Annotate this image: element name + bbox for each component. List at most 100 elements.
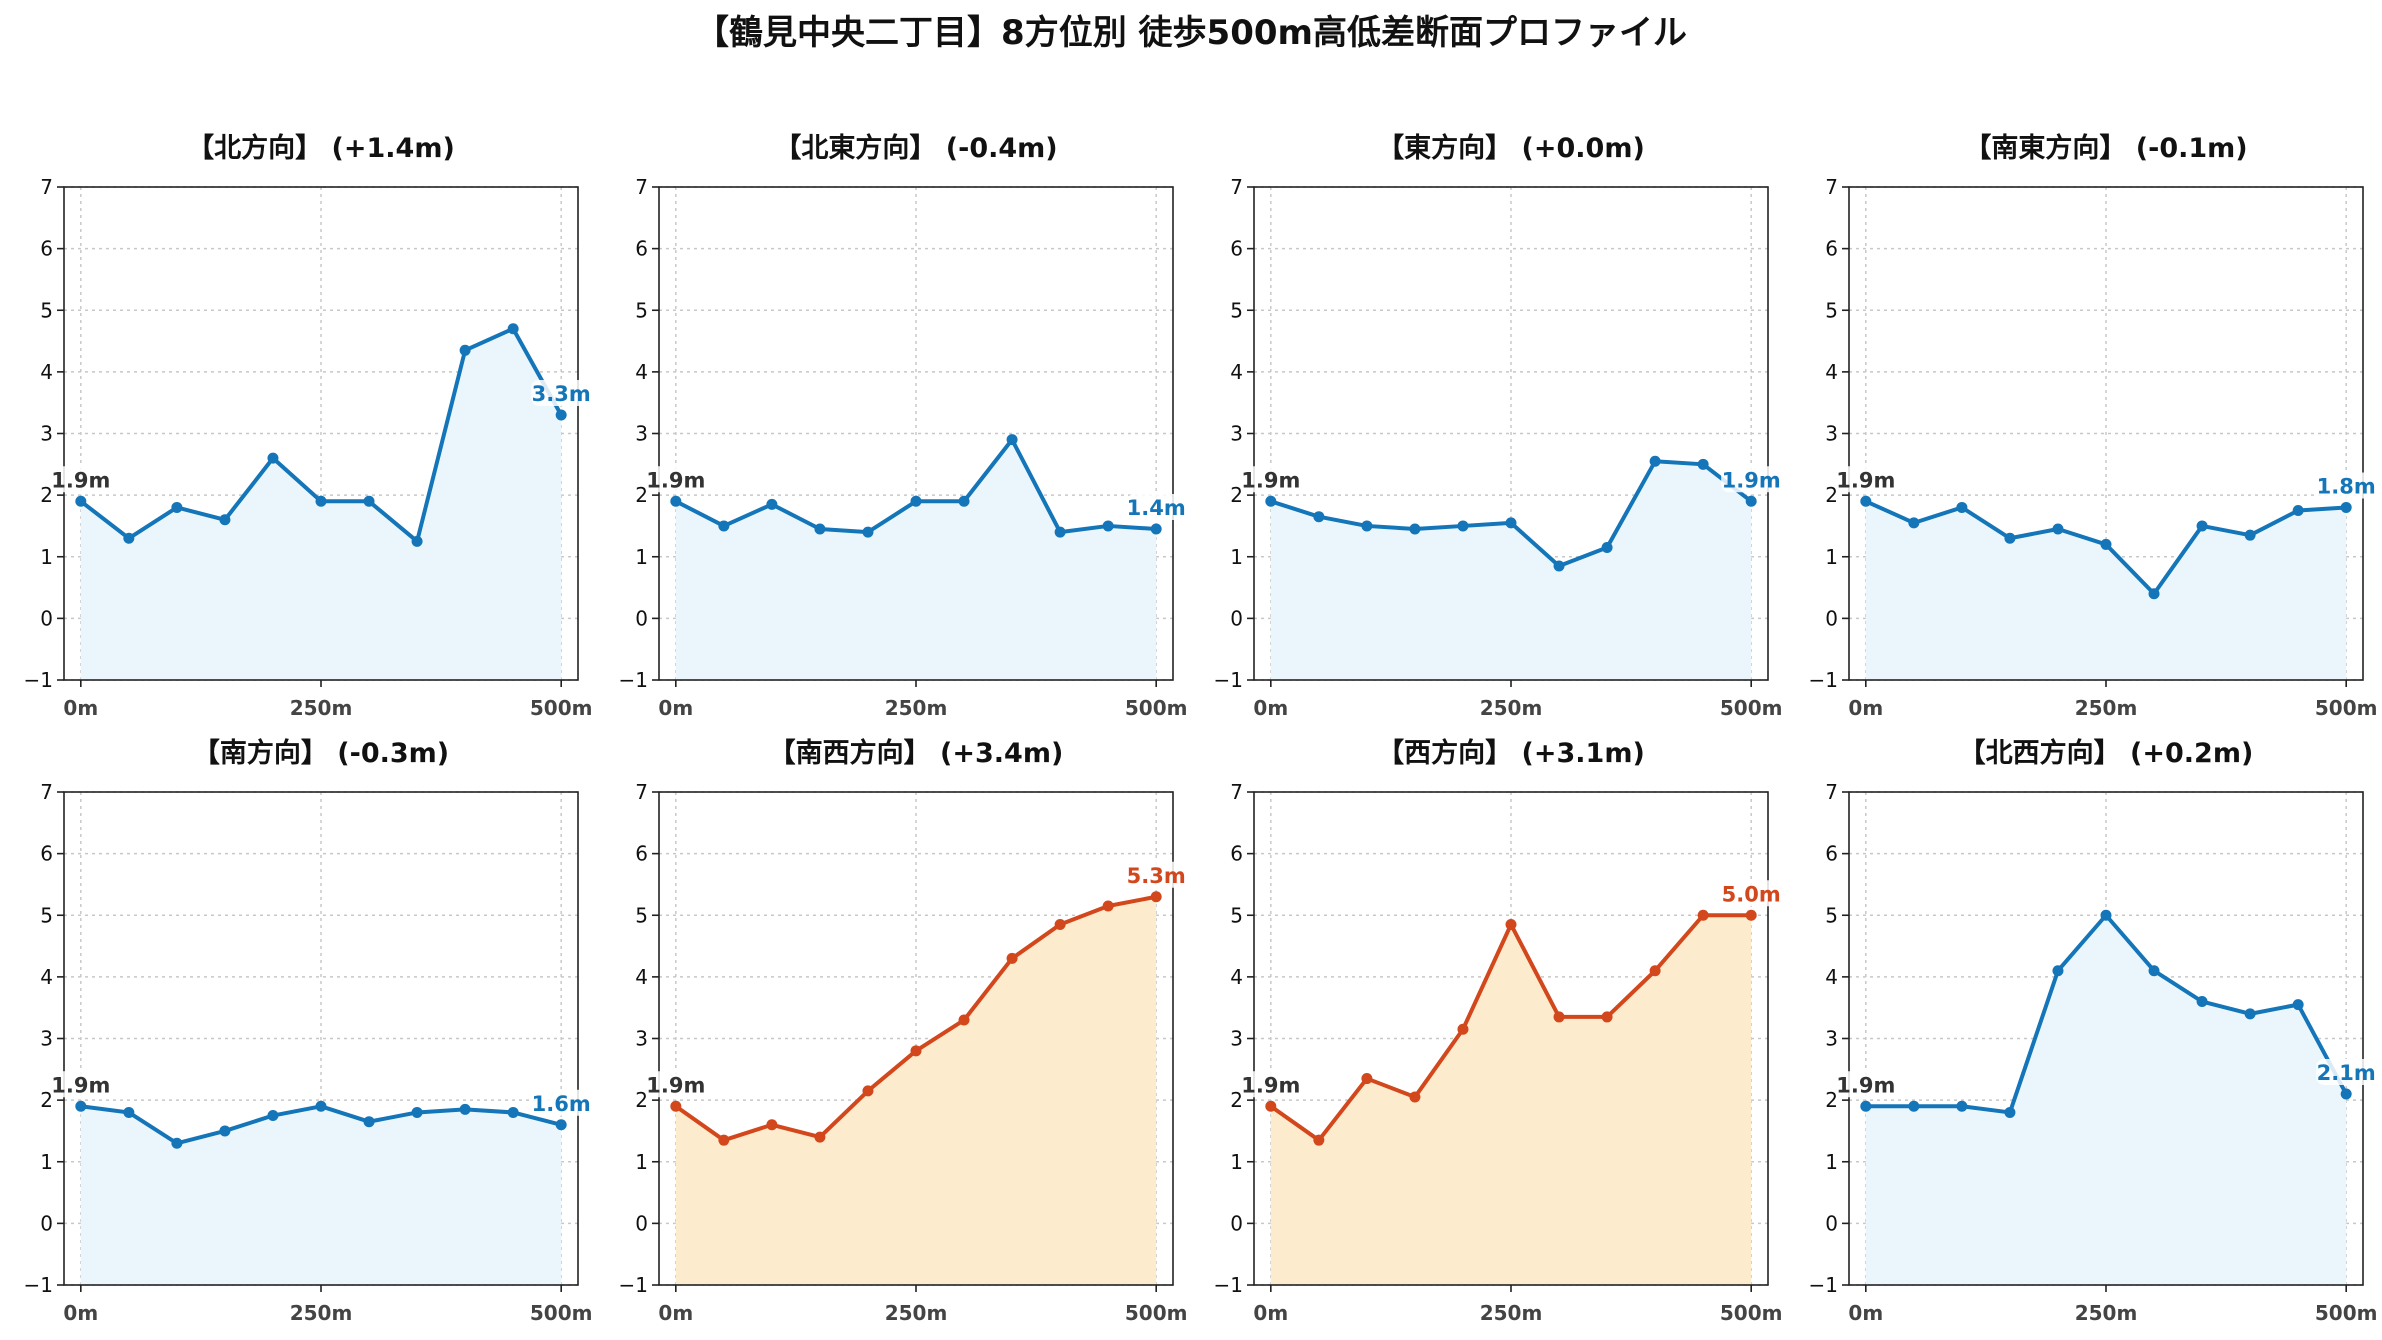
profile-point [814,1131,826,1143]
y-tick-label: 6 [635,237,648,261]
profile-point [1006,434,1018,446]
profile-point [670,495,682,507]
y-tick-label: 5 [40,903,53,927]
x-tick-label: 0m [1848,696,1883,720]
profile-point [507,1106,519,1118]
y-tick-label: 1 [40,1150,53,1174]
profile-point [2100,538,2112,550]
profile-fill-area [1865,915,2347,1285]
y-tick-label: 2 [1825,1088,1838,1112]
y-tick-label: 4 [635,965,648,989]
y-tick-label: 0 [40,1211,53,1235]
end-elevation-label-bg [531,1089,592,1116]
profile-point [1313,511,1325,523]
y-tick-label: 1 [635,545,648,569]
y-tick-label: 2 [635,1088,648,1112]
x-tick-label: 250m [1480,696,1543,720]
y-tick-label: −1 [1214,668,1243,692]
start-elevation-label: 1.9m [646,1073,705,1097]
x-tick-label: 500m [1720,1301,1783,1325]
end-elevation-label: 1.8m [2317,474,2376,498]
panel-title: 【東方向】 (+0.0m) [1377,132,1645,164]
y-tick-label: 4 [40,360,53,384]
x-tick-label: 500m [530,1301,593,1325]
profile-point [123,532,135,544]
start-elevation-label: 1.9m [1241,1073,1300,1097]
y-tick-label: 1 [1825,545,1838,569]
start-elevation-label: 1.9m [51,468,110,492]
y-tick-label: 7 [1230,780,1243,804]
end-elevation-label-bg [2316,472,2377,499]
x-tick-label: 250m [290,696,353,720]
y-tick-label: 7 [635,175,648,199]
end-elevation-label: 1.6m [532,1092,591,1116]
profile-point [411,1106,423,1118]
y-tick-label: 3 [1825,422,1838,446]
profile-point [2148,965,2160,977]
y-tick-label: 1 [40,545,53,569]
panel-title: 【南西方向】 (+3.4m) [769,737,1064,769]
profile-point [2100,909,2112,921]
profile-point [1006,952,1018,964]
profile-point [766,498,778,510]
y-tick-label: 7 [1825,780,1838,804]
profile-point [411,535,423,547]
y-tick-label: 2 [1230,1088,1243,1112]
profile-point [2244,529,2256,541]
profile-point [1313,1134,1325,1146]
y-tick-label: 3 [635,422,648,446]
y-tick-label: 1 [1230,545,1243,569]
end-elevation-label-bg [1721,466,1782,493]
profile-point [75,495,87,507]
y-tick-label: 1 [1230,1150,1243,1174]
x-tick-label: 250m [2075,1301,2138,1325]
x-tick-label: 0m [658,696,693,720]
profile-point [718,1134,730,1146]
profile-point [1505,517,1517,529]
y-tick-label: 2 [635,483,648,507]
y-tick-label: 4 [635,360,648,384]
profile-point [555,1119,567,1131]
y-tick-label: −1 [619,668,648,692]
profile-point [670,1100,682,1112]
profile-point [2052,523,2064,535]
x-tick-label: 0m [63,1301,98,1325]
profile-point [1649,455,1661,467]
profile-point [315,1100,327,1112]
profile-point [315,495,327,507]
end-elevation-label-bg [2316,1058,2377,1085]
profile-point [1505,918,1517,930]
profile-fill-area [1270,461,1752,680]
profile-point [2292,999,2304,1011]
end-elevation-label-bg [531,380,592,407]
x-tick-label: 250m [290,1301,353,1325]
profile-point [1409,1091,1421,1103]
profile-point [1697,458,1709,470]
profile-point [2244,1008,2256,1020]
start-elevation-label-bg [1835,466,1896,493]
start-elevation-label-bg [1240,466,1301,493]
profile-point [171,1137,183,1149]
y-tick-label: 6 [40,842,53,866]
profile-point [1054,526,1066,538]
start-elevation-label-bg [645,1071,706,1098]
y-tick-label: 7 [40,175,53,199]
end-elevation-label: 1.4m [1127,496,1186,520]
y-tick-label: 4 [1230,360,1243,384]
panel-title: 【南東方向】 (-0.1m) [1964,132,2247,164]
y-tick-label: 6 [1825,842,1838,866]
y-tick-label: 3 [1230,422,1243,446]
profile-point [1457,520,1469,532]
x-tick-label: 0m [63,696,98,720]
y-tick-label: 3 [635,1027,648,1051]
y-tick-label: 1 [635,1150,648,1174]
y-tick-label: 2 [40,483,53,507]
y-tick-label: 7 [40,780,53,804]
y-tick-label: 7 [1825,175,1838,199]
profile-point [1745,909,1757,921]
profile-point [219,514,231,526]
y-tick-label: 0 [40,606,53,630]
y-tick-label: 3 [40,1027,53,1051]
y-tick-label: 5 [635,298,648,322]
profile-point [459,1103,471,1115]
